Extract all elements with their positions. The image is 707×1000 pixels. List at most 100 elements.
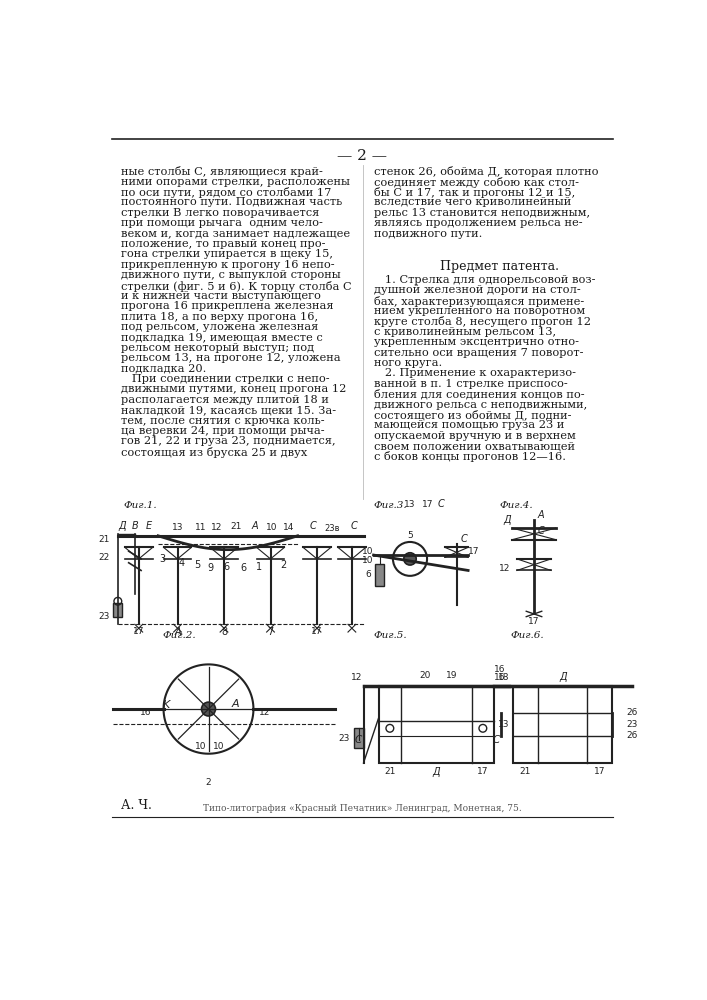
Text: A: A bbox=[252, 521, 258, 531]
Text: 10: 10 bbox=[195, 742, 206, 751]
Text: 18: 18 bbox=[498, 673, 509, 682]
Text: опускаемой вручную и в верхнем: опускаемой вручную и в верхнем bbox=[373, 431, 575, 441]
Text: 12: 12 bbox=[259, 708, 270, 717]
Bar bbox=[513, 686, 612, 763]
Text: движного пути, с выпуклой стороны: движного пути, с выпуклой стороны bbox=[121, 270, 341, 280]
Text: 23: 23 bbox=[626, 720, 638, 729]
Circle shape bbox=[201, 702, 216, 716]
Text: являясь продолжением рельса не-: являясь продолжением рельса не- bbox=[373, 218, 582, 228]
Text: 17: 17 bbox=[422, 500, 433, 509]
Text: с боков концы прогонов 12—16.: с боков концы прогонов 12—16. bbox=[373, 451, 566, 462]
Text: 21: 21 bbox=[384, 767, 395, 776]
Text: 16: 16 bbox=[494, 665, 506, 674]
Text: Фиг.2.: Фиг.2. bbox=[162, 631, 196, 640]
Text: 23: 23 bbox=[338, 734, 349, 743]
Text: Фиг.6.: Фиг.6. bbox=[510, 631, 544, 640]
Text: Фиг.1.: Фиг.1. bbox=[123, 501, 157, 510]
Text: постоянного пути. Подвижная часть: постоянного пути. Подвижная часть bbox=[121, 197, 342, 207]
Text: ними опорами стрелки, расположены: ними опорами стрелки, расположены bbox=[121, 177, 350, 187]
Text: бления для соединения концов по-: бления для соединения концов по- bbox=[373, 389, 584, 400]
Text: накладкой 19, касаясь щеки 15. За-: накладкой 19, касаясь щеки 15. За- bbox=[121, 405, 336, 415]
Text: состоящая из бруска 25 и двух: состоящая из бруска 25 и двух bbox=[121, 447, 307, 458]
Text: 17: 17 bbox=[311, 627, 323, 636]
Text: 16: 16 bbox=[494, 673, 506, 682]
Text: веком и, когда занимает надлежащее: веком и, когда занимает надлежащее bbox=[121, 229, 350, 239]
Text: 17: 17 bbox=[528, 617, 539, 626]
Text: 13: 13 bbox=[172, 523, 183, 532]
Text: 26: 26 bbox=[626, 732, 638, 740]
Text: 7: 7 bbox=[267, 627, 274, 637]
Text: 8: 8 bbox=[221, 627, 227, 637]
Text: При соединении стрелки с непо-: При соединении стрелки с непо- bbox=[121, 374, 329, 384]
Text: ванной в п. 1 стрелке приспосо-: ванной в п. 1 стрелке приспосо- bbox=[373, 379, 567, 389]
Text: 21: 21 bbox=[520, 767, 531, 776]
Text: E: E bbox=[146, 521, 152, 531]
Text: укрепленным эксцентрично отно-: укрепленным эксцентрично отно- bbox=[373, 337, 578, 347]
Text: рельсом 13, на прогоне 12, уложена: рельсом 13, на прогоне 12, уложена bbox=[121, 353, 341, 363]
Text: бы С и 17, так и прогоны 12 и 15,: бы С и 17, так и прогоны 12 и 15, bbox=[373, 187, 575, 198]
Text: бах, характеризующаяся примене-: бах, характеризующаяся примене- bbox=[373, 296, 584, 307]
Bar bbox=[354, 728, 363, 748]
Text: Д: Д bbox=[433, 767, 440, 777]
Text: 2. Применение к охарактеризо-: 2. Применение к охарактеризо- bbox=[373, 368, 575, 378]
Text: 23в: 23в bbox=[325, 524, 340, 533]
Text: движного рельса с неподвижными,: движного рельса с неподвижными, bbox=[373, 400, 587, 410]
Text: 2: 2 bbox=[206, 778, 211, 787]
Text: 11: 11 bbox=[195, 523, 206, 532]
Text: 4: 4 bbox=[178, 558, 185, 568]
Text: 3: 3 bbox=[159, 554, 165, 564]
Text: Фиг.5.: Фиг.5. bbox=[373, 631, 407, 640]
Text: — 2 —: — 2 — bbox=[337, 149, 387, 163]
Text: тем, после снятия с крючка коль-: тем, после снятия с крючка коль- bbox=[121, 416, 325, 426]
Text: C: C bbox=[538, 526, 544, 536]
Text: 21: 21 bbox=[230, 522, 241, 531]
Text: Фиг.3.: Фиг.3. bbox=[373, 501, 407, 510]
Text: 14: 14 bbox=[283, 523, 294, 532]
Text: 10: 10 bbox=[213, 742, 224, 751]
Text: Д: Д bbox=[119, 521, 127, 531]
Text: подвижного пути.: подвижного пути. bbox=[373, 229, 482, 239]
Text: и к нижней части выступающего: и к нижней части выступающего bbox=[121, 291, 321, 301]
Text: мающейся помощью груза 23 и: мающейся помощью груза 23 и bbox=[373, 420, 564, 430]
Text: 21: 21 bbox=[99, 535, 110, 544]
Text: 19: 19 bbox=[446, 671, 457, 680]
Text: C: C bbox=[437, 499, 444, 509]
Text: 6: 6 bbox=[366, 570, 371, 579]
Text: 22: 22 bbox=[99, 553, 110, 562]
Text: рельс 13 становится неподвижным,: рельс 13 становится неподвижным, bbox=[373, 208, 590, 218]
Text: состоящего из обоймы Д, подни-: состоящего из обоймы Д, подни- bbox=[373, 410, 571, 421]
Text: 13: 13 bbox=[498, 720, 509, 729]
Text: подкладка 20.: подкладка 20. bbox=[121, 364, 206, 374]
Text: C: C bbox=[355, 735, 362, 745]
Text: C: C bbox=[351, 521, 358, 531]
Text: А. Ч.: А. Ч. bbox=[121, 799, 152, 812]
Bar bbox=[375, 564, 385, 586]
Text: 13: 13 bbox=[404, 500, 416, 509]
Text: стрелки В легко поворачивается: стрелки В легко поворачивается bbox=[121, 208, 320, 218]
Text: своем положении охватывающей: своем положении охватывающей bbox=[373, 441, 575, 451]
Text: K: K bbox=[162, 700, 170, 710]
Text: 12: 12 bbox=[499, 564, 510, 573]
Text: Д: Д bbox=[503, 515, 510, 525]
Text: движными путями, конец прогона 12: движными путями, конец прогона 12 bbox=[121, 384, 346, 394]
Text: 2: 2 bbox=[281, 560, 287, 570]
Text: A: A bbox=[232, 699, 240, 709]
Text: положение, то правый конец про-: положение, то правый конец про- bbox=[121, 239, 325, 249]
Text: 12: 12 bbox=[351, 673, 362, 682]
Text: 17: 17 bbox=[468, 547, 479, 556]
Text: 17: 17 bbox=[594, 767, 606, 776]
Text: Типо-литография «Красный Печатник» Ленинград, Монетная, 75.: Типо-литография «Красный Печатник» Ленин… bbox=[203, 804, 521, 813]
Text: C: C bbox=[493, 735, 500, 745]
Text: с криволинейным рельсом 13,: с криволинейным рельсом 13, bbox=[373, 327, 556, 337]
Text: 17: 17 bbox=[477, 767, 489, 776]
Text: по оси пути, рядом со столбами 17: по оси пути, рядом со столбами 17 bbox=[121, 187, 332, 198]
Text: B: B bbox=[132, 521, 139, 531]
Bar bbox=[113, 603, 122, 617]
Text: 20: 20 bbox=[419, 671, 431, 680]
Text: нием укрепленного на поворотном: нием укрепленного на поворотном bbox=[373, 306, 585, 316]
Text: 23: 23 bbox=[99, 612, 110, 621]
Text: 6: 6 bbox=[223, 562, 229, 572]
Text: располагается между плитой 18 и: располагается между плитой 18 и bbox=[121, 395, 329, 405]
Text: прикрепленную к прогону 16 непо-: прикрепленную к прогону 16 непо- bbox=[121, 260, 334, 270]
Bar bbox=[379, 686, 493, 763]
